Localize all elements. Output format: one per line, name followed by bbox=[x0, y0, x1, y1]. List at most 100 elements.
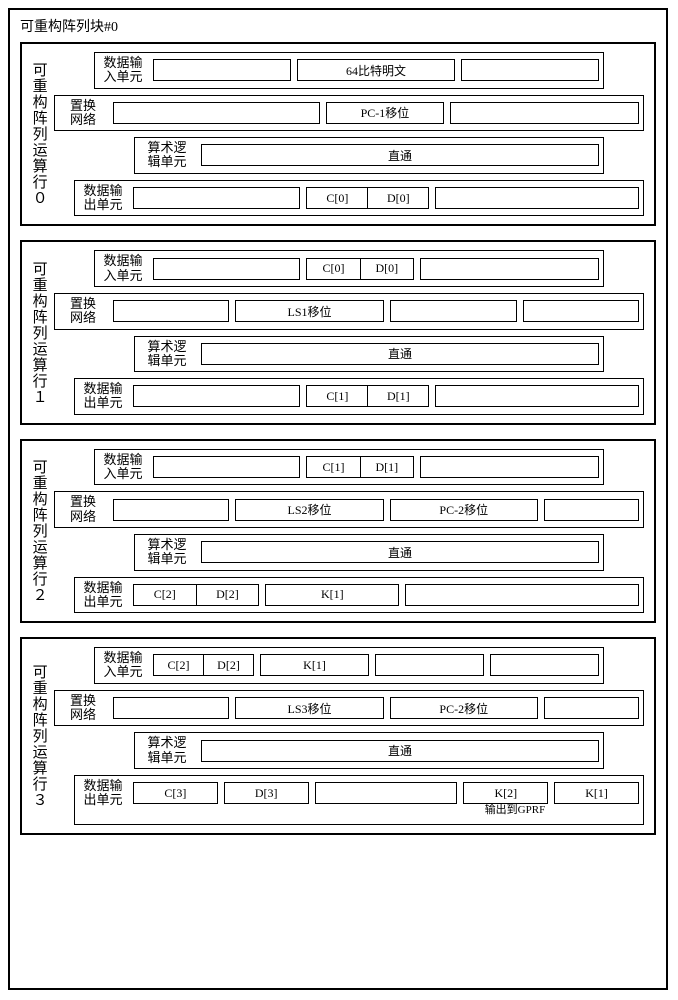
slots: C[1]D[1] bbox=[133, 385, 639, 407]
slots: LS2移位 PC-2移位 bbox=[113, 499, 639, 521]
slots: LS3移位 PC-2移位 bbox=[113, 697, 639, 719]
block-title: 可重构阵列块#0 bbox=[20, 16, 656, 36]
slot: C[2]D[2] bbox=[153, 654, 254, 676]
slot: K[2]输出到GPRF bbox=[463, 782, 548, 804]
permutation-network: 置换网络 LS1移位 bbox=[54, 293, 644, 330]
arithmetic-logic-unit: 算术逻辑单元直通 bbox=[134, 137, 604, 174]
row-label: 可重构阵列运算行０ bbox=[28, 52, 48, 216]
slot: C[2]D[2] bbox=[133, 584, 259, 606]
row-body: 数据输入单元C[1]D[1]置换网络LS2移位PC-2移位算术逻辑单元直通数据输… bbox=[54, 449, 644, 613]
row-body: 数据输入单元64比特明文置换网络PC-1移位算术逻辑单元直通数据输出单元C[0]… bbox=[54, 52, 644, 216]
data-input-unit: 数据输入单元 C[2]D[2] K[1] bbox=[94, 647, 604, 684]
slot: LS2移位 bbox=[235, 499, 383, 521]
arithmetic-logic-unit: 算术逻辑单元直通 bbox=[134, 534, 604, 571]
slot-half: C[0] bbox=[307, 191, 367, 206]
unit-label: 数据输入单元 bbox=[99, 56, 147, 85]
unit-label: 算术逻辑单元 bbox=[139, 736, 195, 765]
unit-label: 置换网络 bbox=[59, 99, 107, 128]
slots: C[0]D[0] bbox=[153, 258, 599, 280]
row-label: 可重构阵列运算行３ bbox=[28, 647, 48, 824]
op-row-1: 可重构阵列运算行１数据输入单元C[0]D[0]置换网络LS1移位算术逻辑单元直通… bbox=[20, 240, 656, 424]
slot bbox=[113, 102, 320, 124]
slot: C[1]D[1] bbox=[306, 456, 414, 478]
slot: 直通 bbox=[201, 144, 599, 166]
slot bbox=[461, 59, 599, 81]
slot: C[0]D[0] bbox=[306, 258, 414, 280]
unit-label: 数据输入单元 bbox=[99, 254, 147, 283]
slots: 直通 bbox=[201, 541, 599, 563]
data-input-unit: 数据输入单元 64比特明文 bbox=[94, 52, 604, 89]
slot: 直通 bbox=[201, 541, 599, 563]
slots: C[2]D[2] K[1] bbox=[153, 654, 599, 676]
slot-half: C[2] bbox=[154, 658, 203, 673]
slot bbox=[113, 499, 229, 521]
unit-label: 置换网络 bbox=[59, 694, 107, 723]
slot bbox=[133, 385, 300, 407]
slot-half: C[1] bbox=[307, 389, 367, 404]
slot: C[0]D[0] bbox=[306, 187, 429, 209]
unit-label: 置换网络 bbox=[59, 495, 107, 524]
unit-label: 算术逻辑单元 bbox=[139, 538, 195, 567]
slot bbox=[435, 385, 639, 407]
slot-half: D[0] bbox=[368, 191, 428, 206]
unit-label: 置换网络 bbox=[59, 297, 107, 326]
data-output-unit: 数据输出单元 C[1]D[1] bbox=[74, 378, 644, 415]
unit-label: 数据输出单元 bbox=[79, 184, 127, 213]
row-body: 数据输入单元C[0]D[0]置换网络LS1移位算术逻辑单元直通数据输出单元C[1… bbox=[54, 250, 644, 414]
slot: LS1移位 bbox=[235, 300, 383, 322]
slot bbox=[315, 782, 458, 804]
slot-half: C[2] bbox=[134, 587, 196, 602]
slot bbox=[405, 584, 639, 606]
op-row-0: 可重构阵列运算行０数据输入单元64比特明文置换网络PC-1移位算术逻辑单元直通数… bbox=[20, 42, 656, 226]
unit-label: 数据输入单元 bbox=[99, 453, 147, 482]
data-output-unit: 数据输出单元 C[3] D[3] K[2]输出到GPRF K[1] bbox=[74, 775, 644, 825]
slot: C[3] bbox=[133, 782, 218, 804]
slots: PC-1移位 bbox=[113, 102, 639, 124]
output-note: 输出到GPRF bbox=[485, 801, 546, 817]
slot bbox=[420, 456, 599, 478]
slot: 直通 bbox=[201, 740, 599, 762]
slot bbox=[544, 697, 639, 719]
slot-half: C[1] bbox=[307, 460, 359, 475]
unit-label: 数据输出单元 bbox=[79, 382, 127, 411]
slot-half: D[1] bbox=[368, 389, 428, 404]
unit-label: 数据输出单元 bbox=[79, 581, 127, 610]
slot bbox=[153, 59, 291, 81]
slot bbox=[435, 187, 639, 209]
data-input-unit: 数据输入单元 C[0]D[0] bbox=[94, 250, 604, 287]
slot: K[1] bbox=[554, 782, 639, 804]
reconfigurable-array-block: 可重构阵列块#0 可重构阵列运算行０ 数据输入单元 64比特明文置换网络 PC-1移位… bbox=[8, 8, 668, 990]
slots: C[0]D[0] bbox=[133, 187, 639, 209]
data-output-unit: 数据输出单元 C[0]D[0] bbox=[74, 180, 644, 217]
slot: PC-2移位 bbox=[390, 697, 538, 719]
slot: K[1] bbox=[260, 654, 369, 676]
slot-half: D[1] bbox=[361, 460, 413, 475]
slot: LS3移位 bbox=[235, 697, 383, 719]
slot bbox=[490, 654, 599, 676]
slot-half: C[0] bbox=[307, 261, 359, 276]
data-output-unit: 数据输出单元 C[2]D[2] K[1] bbox=[74, 577, 644, 614]
slot: PC-1移位 bbox=[326, 102, 444, 124]
slot: 64比特明文 bbox=[297, 59, 456, 81]
unit-label: 算术逻辑单元 bbox=[139, 340, 195, 369]
unit-label: 数据输入单元 bbox=[99, 651, 147, 680]
arithmetic-logic-unit: 算术逻辑单元直通 bbox=[134, 732, 604, 769]
unit-label: 数据输出单元 bbox=[79, 779, 127, 808]
slot: PC-2移位 bbox=[390, 499, 538, 521]
slots: C[2]D[2] K[1] bbox=[133, 584, 639, 606]
slot-half: D[2] bbox=[197, 587, 259, 602]
slot: D[3] bbox=[224, 782, 309, 804]
permutation-network: 置换网络 LS3移位 PC-2移位 bbox=[54, 690, 644, 727]
slot-half: D[2] bbox=[204, 658, 253, 673]
row-label: 可重构阵列运算行１ bbox=[28, 250, 48, 414]
slots: 64比特明文 bbox=[153, 59, 599, 81]
unit-label: 算术逻辑单元 bbox=[139, 141, 195, 170]
slots: 直通 bbox=[201, 144, 599, 166]
slot bbox=[420, 258, 599, 280]
permutation-network: 置换网络 PC-1移位 bbox=[54, 95, 644, 132]
slot: K[1] bbox=[265, 584, 399, 606]
slots: 直通 bbox=[201, 740, 599, 762]
slots: C[3] D[3] K[2]输出到GPRF K[1] bbox=[133, 782, 639, 804]
slot bbox=[113, 300, 229, 322]
row-body: 数据输入单元 C[2]D[2] K[1] 置换网络 LS3移位 PC-2移位算术逻辑单元直… bbox=[54, 647, 644, 824]
